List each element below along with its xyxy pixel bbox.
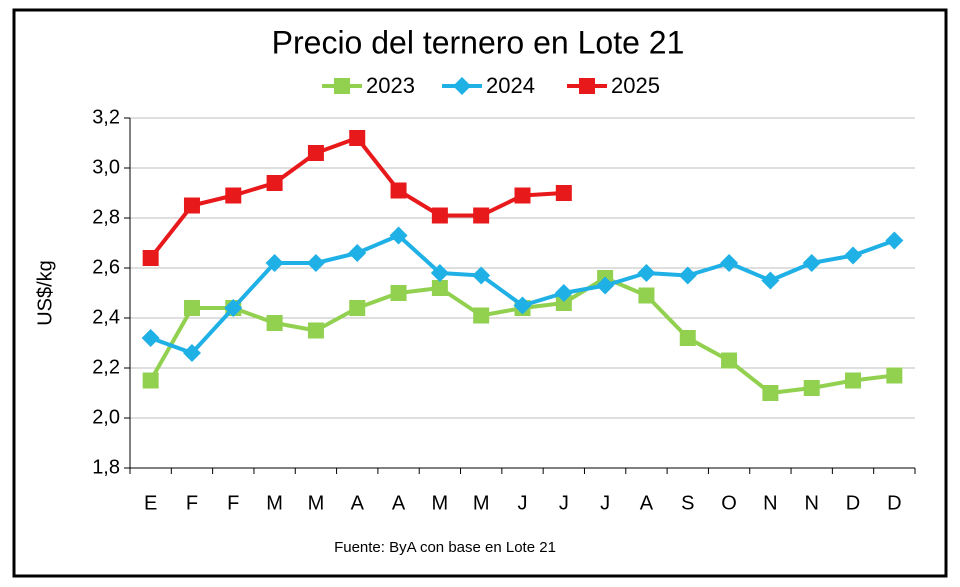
data-point bbox=[721, 352, 738, 369]
data-point bbox=[473, 307, 490, 324]
x-tick-label: M bbox=[432, 492, 449, 514]
data-point bbox=[885, 231, 904, 250]
x-tick-label: A bbox=[351, 492, 365, 514]
data-point bbox=[390, 285, 407, 301]
y-tick-label: 3,0 bbox=[92, 156, 120, 178]
x-tick-label: N bbox=[763, 492, 777, 514]
data-point bbox=[473, 207, 490, 224]
data-point bbox=[182, 344, 201, 362]
y-tick-label: 2,0 bbox=[92, 406, 120, 428]
data-point bbox=[679, 330, 696, 346]
data-point bbox=[637, 264, 656, 282]
x-tick-label: O bbox=[721, 492, 737, 514]
legend-marker bbox=[579, 78, 595, 94]
data-point bbox=[803, 380, 820, 396]
data-point bbox=[142, 372, 159, 389]
data-point bbox=[349, 300, 366, 316]
data-point bbox=[554, 284, 573, 302]
data-point bbox=[802, 254, 821, 272]
data-point bbox=[307, 145, 324, 161]
data-point bbox=[430, 264, 449, 282]
y-tick-label: 2,2 bbox=[92, 356, 120, 378]
data-point bbox=[431, 207, 448, 224]
x-tick-label: A bbox=[392, 492, 406, 514]
y-tick-label: 2,8 bbox=[92, 206, 120, 228]
data-point bbox=[514, 187, 531, 204]
x-tick-label: J bbox=[518, 492, 528, 514]
x-tick-label: D bbox=[846, 492, 860, 514]
data-point bbox=[349, 130, 366, 146]
legend-marker bbox=[453, 77, 471, 95]
data-point bbox=[306, 254, 325, 272]
data-point bbox=[472, 266, 491, 285]
data-point bbox=[762, 385, 779, 401]
x-tick-label: E bbox=[144, 492, 157, 514]
legend-label: 2023 bbox=[366, 73, 415, 98]
x-tick-label: F bbox=[227, 492, 239, 514]
data-point bbox=[183, 300, 200, 316]
x-tick-label: F bbox=[186, 492, 198, 514]
chart-title: Precio del ternero en Lote 21 bbox=[272, 24, 685, 60]
data-point bbox=[513, 296, 532, 315]
data-point bbox=[265, 254, 284, 272]
y-tick-label: 2,6 bbox=[92, 256, 120, 278]
y-tick-label: 1,8 bbox=[92, 456, 120, 478]
data-point bbox=[225, 187, 242, 204]
data-point bbox=[348, 244, 367, 262]
legend-marker bbox=[334, 78, 350, 94]
data-point bbox=[389, 226, 408, 245]
data-point bbox=[390, 182, 407, 199]
x-tick-label: D bbox=[887, 492, 901, 514]
data-point bbox=[266, 315, 283, 331]
data-point bbox=[307, 322, 324, 339]
data-point bbox=[224, 299, 243, 317]
data-point bbox=[183, 197, 200, 214]
data-point bbox=[555, 295, 572, 311]
x-tick-label: J bbox=[559, 492, 569, 514]
legend-label: 2025 bbox=[611, 73, 660, 98]
x-tick-label: J bbox=[600, 492, 610, 514]
x-tick-label: N bbox=[804, 492, 818, 514]
data-point bbox=[678, 266, 697, 285]
data-point bbox=[141, 329, 160, 347]
data-point bbox=[142, 250, 159, 266]
data-point bbox=[761, 271, 780, 290]
x-tick-label: M bbox=[266, 492, 283, 514]
data-point bbox=[720, 254, 739, 272]
y-tick-label: 2,4 bbox=[92, 306, 120, 328]
y-axis-label: US$/kg bbox=[34, 260, 56, 326]
x-tick-label: M bbox=[308, 492, 325, 514]
data-point bbox=[266, 175, 283, 191]
x-tick-label: M bbox=[473, 492, 490, 514]
data-point bbox=[886, 367, 903, 384]
source-note: Fuente: ByA con base en Lote 21 bbox=[334, 539, 556, 556]
x-tick-label: S bbox=[681, 492, 694, 514]
chart-border bbox=[12, 8, 948, 578]
legend-label: 2024 bbox=[486, 73, 535, 98]
data-point bbox=[845, 372, 862, 389]
data-point bbox=[596, 276, 615, 295]
data-point bbox=[431, 280, 448, 296]
x-tick-label: A bbox=[640, 492, 654, 514]
y-tick-label: 3,2 bbox=[92, 106, 120, 128]
data-point bbox=[555, 185, 572, 201]
data-point bbox=[844, 246, 863, 265]
data-point bbox=[638, 287, 655, 304]
